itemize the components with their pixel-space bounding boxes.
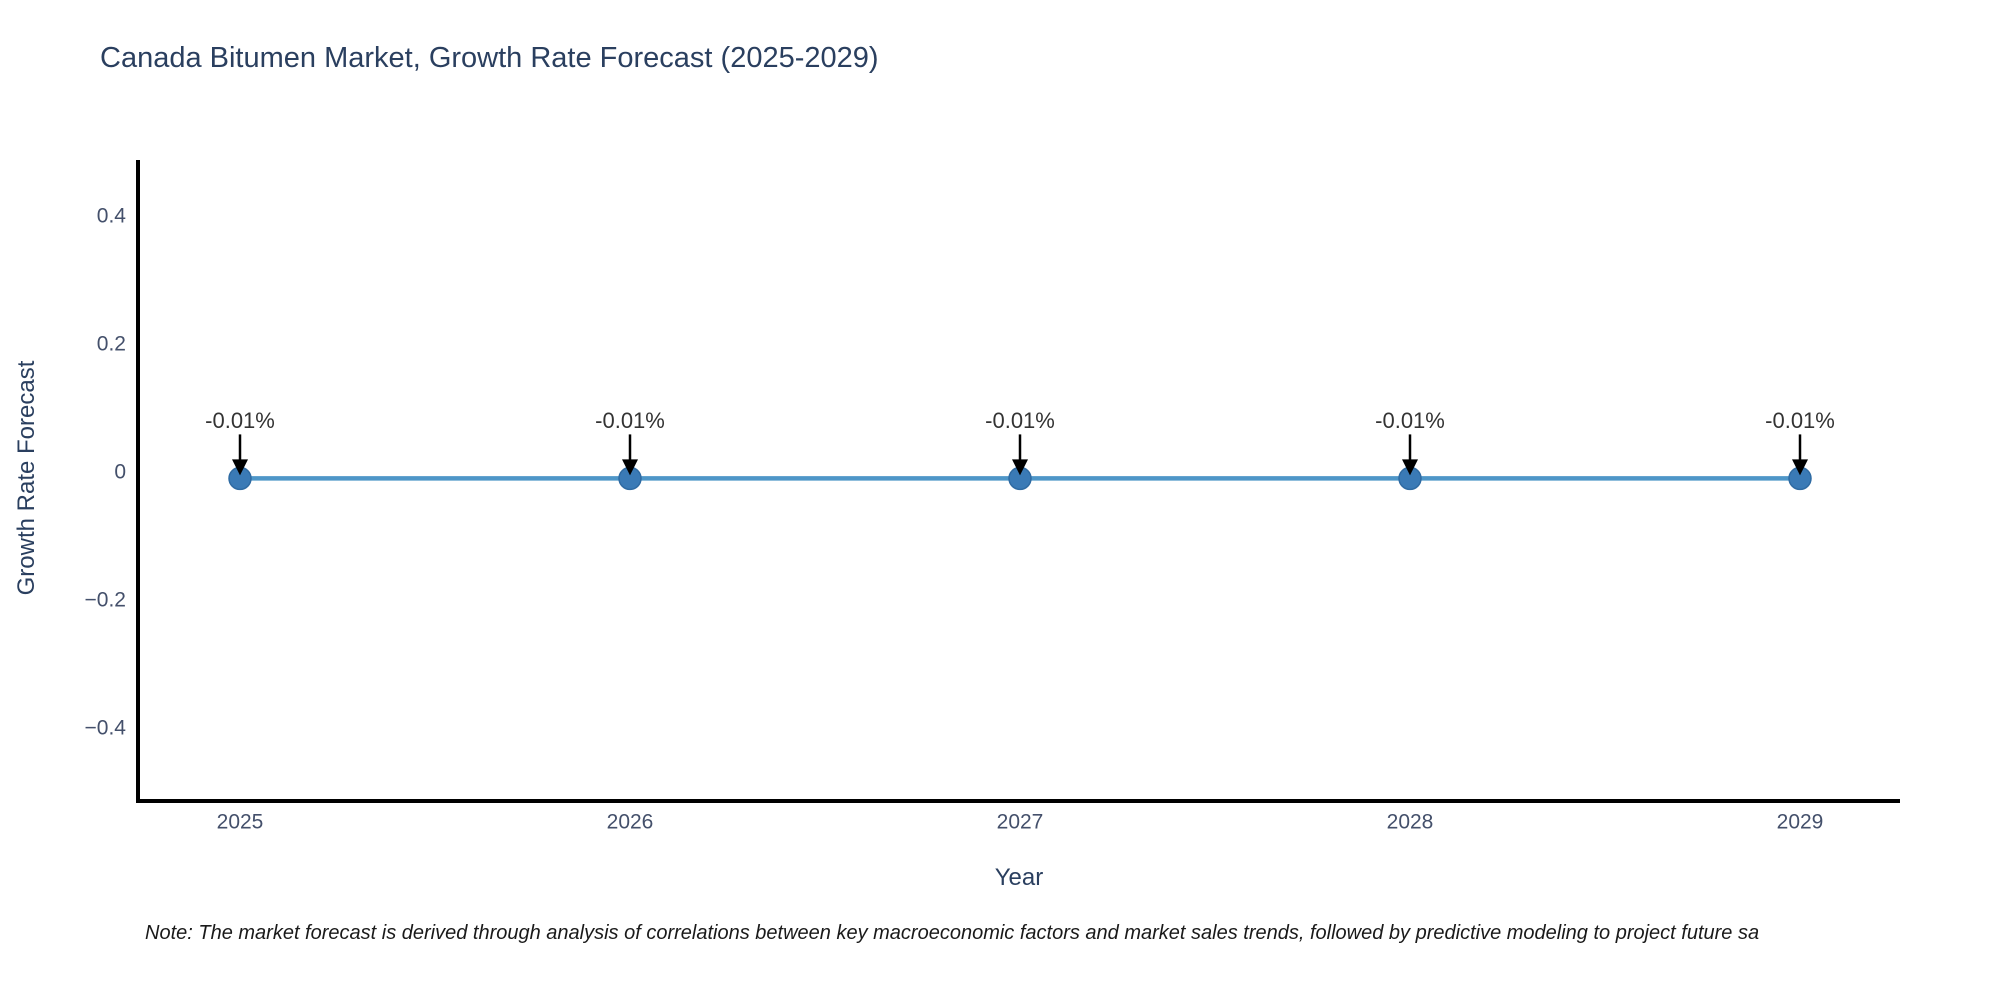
x-axis-title: Year — [994, 864, 1044, 891]
chart-title: Canada Bitumen Market, Growth Rate Forec… — [100, 42, 879, 74]
y-tick-label: −0.4 — [85, 717, 127, 740]
point-annotation: -0.01% — [1765, 408, 1835, 433]
y-tick-label: −0.2 — [85, 589, 126, 612]
x-tick-label: 2027 — [997, 811, 1044, 834]
annotation-arrow-head — [1792, 459, 1808, 476]
annotation-arrow-head — [1402, 459, 1418, 476]
y-tick-label: 0.2 — [97, 333, 126, 356]
x-tick-label: 2028 — [1387, 811, 1434, 834]
x-tick-label: 2029 — [1777, 811, 1824, 834]
point-annotation: -0.01% — [985, 408, 1055, 433]
point-annotation: -0.01% — [595, 408, 665, 433]
annotation-arrow-head — [232, 459, 248, 476]
x-tick-label: 2025 — [217, 811, 264, 834]
x-tick-label: 2026 — [607, 811, 654, 834]
point-annotation: -0.01% — [1375, 408, 1445, 433]
y-tick-label: 0 — [114, 461, 126, 484]
annotation-arrow-head — [1012, 459, 1028, 476]
point-annotation: -0.01% — [205, 408, 275, 433]
y-tick-label: 0.4 — [97, 205, 127, 228]
note-text: Note: The market forecast is derived thr… — [145, 922, 1760, 944]
annotation-arrow-head — [622, 459, 638, 476]
